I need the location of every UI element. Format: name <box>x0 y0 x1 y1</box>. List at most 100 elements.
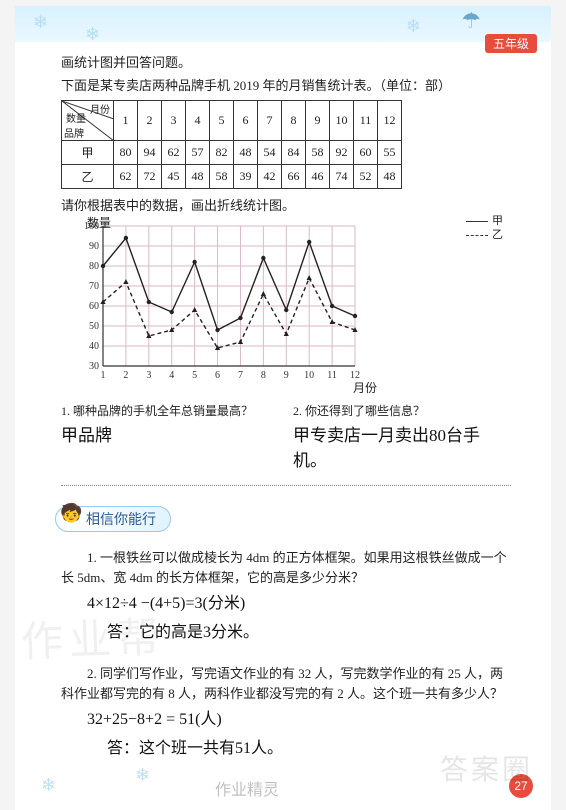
page-number: 27 <box>509 774 533 798</box>
month-header: 11 <box>354 101 378 141</box>
content: 画统计图并回答问题。 下面是某专卖店两种品牌手机 2019 年的月销售统计表。（… <box>15 42 551 762</box>
table-cell: 48 <box>378 165 402 189</box>
table-cell: 42 <box>258 165 282 189</box>
svg-text:4: 4 <box>169 370 174 381</box>
table-cell: 58 <box>210 165 234 189</box>
problem-1-work: 4×12÷4 −(4+5)=3(分米) <box>87 592 511 617</box>
legend-item-jia: 甲 <box>466 214 503 228</box>
line-chart: 数量 30405060708090100123456789101112 月份 <box>69 216 369 394</box>
divider <box>61 485 511 486</box>
svg-text:80: 80 <box>89 261 99 272</box>
watermark-3: 作业精灵 <box>215 776 279 800</box>
month-header: 8 <box>282 101 306 141</box>
chart-legend: 甲 乙 <box>466 214 503 242</box>
table-cell: 74 <box>330 165 354 189</box>
answer-1: 甲品牌 <box>61 421 279 446</box>
snowflake-icon: ❄ <box>406 16 421 37</box>
legend-item-yi: 乙 <box>466 228 503 242</box>
svg-text:11: 11 <box>327 370 337 381</box>
page: ❄ ❄ ❄ ☂ 五年级 画统计图并回答问题。 下面是某专卖店两种品牌手机 201… <box>15 6 551 810</box>
svg-text:6: 6 <box>215 370 220 381</box>
snowflake-icon: ❄ <box>33 12 48 33</box>
row-label: 乙 <box>62 165 114 189</box>
corner-top: 月份 <box>90 101 110 116</box>
svg-text:70: 70 <box>89 281 99 292</box>
table-cell: 82 <box>210 141 234 165</box>
table-cell: 62 <box>114 165 138 189</box>
table-cell: 94 <box>138 141 162 165</box>
svg-text:7: 7 <box>238 370 243 381</box>
chart-svg: 30405060708090100123456789101112 <box>69 216 369 394</box>
svg-text:40: 40 <box>89 341 99 352</box>
row-label: 甲 <box>62 141 114 165</box>
problem-2-answer: 答：这个班一共有51人。 <box>107 737 511 762</box>
month-header: 4 <box>186 101 210 141</box>
table-header-row: 月份 数量 品牌 123456789101112 <box>62 101 402 141</box>
month-header: 5 <box>210 101 234 141</box>
svg-text:8: 8 <box>261 370 266 381</box>
question-1: 1. 哪种品牌的手机全年总销量最高？ <box>61 402 279 419</box>
problem-1: 1. 一根铁丝可以做成棱长为 4dm 的正方体框架。如果用这根铁丝做成一个长 5… <box>61 548 511 646</box>
snowflake-icon: ❄ <box>135 765 150 786</box>
table-cell: 48 <box>186 165 210 189</box>
table-cell: 52 <box>354 165 378 189</box>
problem-2-work: 32+25−8+2 = 51(人) <box>87 708 511 733</box>
answer-2: 甲专卖店一月卖出80台手机。 <box>293 421 511 471</box>
top-band: ❄ ❄ ❄ ☂ <box>15 6 551 42</box>
svg-text:30: 30 <box>89 361 99 372</box>
month-header: 9 <box>306 101 330 141</box>
table-cell: 58 <box>306 141 330 165</box>
corner-bottom: 品牌 <box>64 125 84 140</box>
table-caption: 下面是某专卖店两种品牌手机 2019 年的月销售统计表。（单位：部） <box>61 75 511 94</box>
sales-table: 月份 数量 品牌 123456789101112 甲80946257824854… <box>61 100 402 189</box>
table-cell: 55 <box>378 141 402 165</box>
table-cell: 72 <box>138 165 162 189</box>
month-header: 12 <box>378 101 402 141</box>
month-header: 6 <box>234 101 258 141</box>
table-cell: 48 <box>234 141 258 165</box>
svg-text:5: 5 <box>192 370 197 381</box>
table-row: 甲809462578248548458926055 <box>62 141 402 165</box>
prompt-main: 画统计图并回答问题。 <box>61 52 511 71</box>
snowflake-icon: ❄ <box>41 775 56 796</box>
problem-2: 2. 同学们写作业，写完语文作业的有 32 人，写完数学作业的有 25 人，两科… <box>61 664 511 762</box>
table-cell: 57 <box>186 141 210 165</box>
month-header: 7 <box>258 101 282 141</box>
table-cell: 84 <box>282 141 306 165</box>
snowflake-icon: ❄ <box>85 24 100 45</box>
chart-xlabel: 月份 <box>353 379 377 396</box>
table-cell: 46 <box>306 165 330 189</box>
svg-text:10: 10 <box>304 370 314 381</box>
svg-text:3: 3 <box>146 370 151 381</box>
svg-text:9: 9 <box>284 370 289 381</box>
section-ribbon: 相信你能行 <box>55 506 171 532</box>
table-cell: 80 <box>114 141 138 165</box>
table-corner: 月份 数量 品牌 <box>62 101 114 141</box>
chart-caption: 请你根据表中的数据，画出折线统计图。 <box>61 195 511 214</box>
month-header: 2 <box>138 101 162 141</box>
table-cell: 39 <box>234 165 258 189</box>
problem-1-text: 1. 一根铁丝可以做成棱长为 4dm 的正方体框架。如果用这根铁丝做成一个长 5… <box>61 548 511 588</box>
table-row: 乙627245485839426646745248 <box>62 165 402 189</box>
month-header: 1 <box>114 101 138 141</box>
problem-2-text: 2. 同学们写作业，写完语文作业的有 32 人，写完数学作业的有 25 人，两科… <box>61 664 511 704</box>
corner-left: 数量 <box>66 110 86 125</box>
table-cell: 62 <box>162 141 186 165</box>
umbrella-icon: ☂ <box>461 8 481 34</box>
month-header: 3 <box>162 101 186 141</box>
svg-text:90: 90 <box>89 241 99 252</box>
svg-text:1: 1 <box>101 370 106 381</box>
svg-text:2: 2 <box>123 370 128 381</box>
svg-text:50: 50 <box>89 321 99 332</box>
problem-1-answer: 答：它的高是3分米。 <box>107 621 511 646</box>
month-header: 10 <box>330 101 354 141</box>
table-cell: 60 <box>354 141 378 165</box>
grade-tag: 五年级 <box>485 34 537 53</box>
chart-ylabel: 数量 <box>87 214 111 231</box>
svg-text:60: 60 <box>89 301 99 312</box>
table-cell: 45 <box>162 165 186 189</box>
table-cell: 54 <box>258 141 282 165</box>
table-cell: 92 <box>330 141 354 165</box>
table-cell: 66 <box>282 165 306 189</box>
question-2: 2. 你还得到了哪些信息？ <box>293 402 511 419</box>
